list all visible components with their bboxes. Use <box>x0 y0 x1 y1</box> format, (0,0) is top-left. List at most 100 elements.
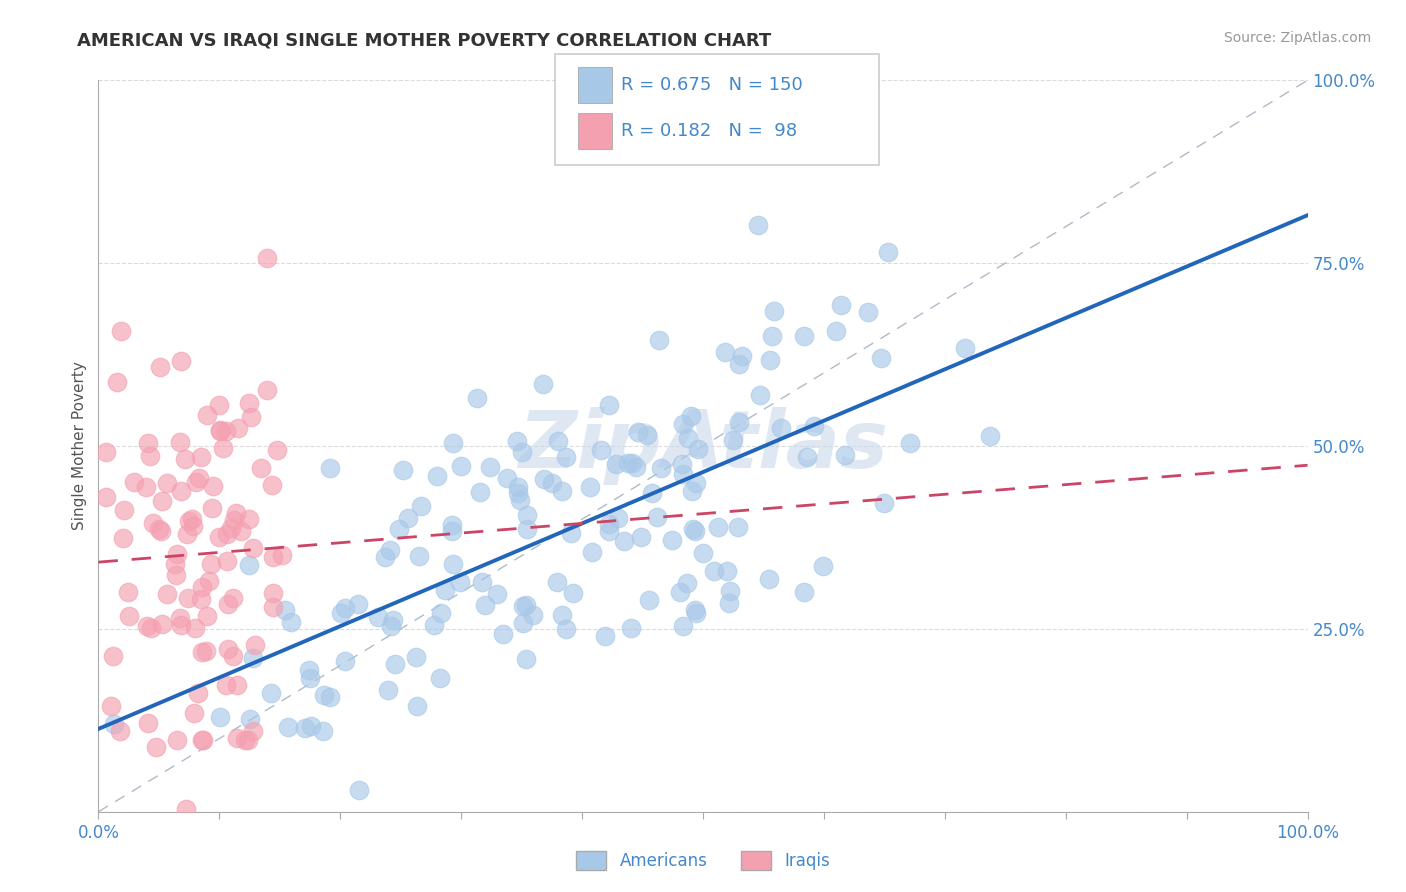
Point <box>979 429 1001 443</box>
Point <box>591 442 613 457</box>
Point <box>873 495 896 509</box>
Point <box>408 549 430 564</box>
Point <box>423 618 446 632</box>
Point <box>380 543 402 558</box>
Point <box>262 550 284 565</box>
Point <box>197 574 219 588</box>
Point <box>111 531 134 545</box>
Point <box>685 607 707 621</box>
Point <box>139 621 162 635</box>
Point <box>650 460 672 475</box>
Point <box>136 715 159 730</box>
Point <box>184 475 207 489</box>
Point <box>191 733 214 747</box>
Point <box>506 480 529 494</box>
Point <box>471 575 494 590</box>
Point <box>605 457 627 471</box>
Point <box>759 352 782 367</box>
Point <box>239 712 262 726</box>
Point <box>242 724 264 739</box>
Point <box>136 435 159 450</box>
Point <box>105 375 128 389</box>
Point <box>429 672 451 686</box>
Point <box>170 484 193 499</box>
Point <box>200 558 222 572</box>
Point <box>299 718 322 732</box>
Point <box>221 521 243 535</box>
Point <box>169 611 191 625</box>
Point <box>510 445 533 459</box>
Point <box>679 409 702 423</box>
Point <box>669 584 692 599</box>
Point <box>208 531 231 545</box>
Point <box>122 475 145 489</box>
Point <box>834 448 856 462</box>
Point <box>276 720 298 734</box>
Point <box>280 615 302 629</box>
Point <box>793 585 815 599</box>
Point <box>598 398 620 412</box>
Point <box>676 575 699 590</box>
Point <box>613 533 636 548</box>
Point <box>202 479 225 493</box>
Point <box>212 442 235 456</box>
Point <box>145 739 167 754</box>
Point <box>449 574 471 589</box>
Point <box>319 690 342 705</box>
Point <box>509 492 531 507</box>
Point <box>217 597 239 611</box>
Point <box>560 525 582 540</box>
Point <box>718 584 741 599</box>
Point <box>169 435 191 450</box>
Point <box>233 732 256 747</box>
Point <box>238 558 260 572</box>
Point <box>727 415 749 429</box>
Point <box>516 522 538 536</box>
Point <box>176 527 198 541</box>
Point <box>108 724 131 739</box>
Text: R = 0.182   N =  98: R = 0.182 N = 98 <box>621 122 797 140</box>
Point <box>581 545 603 559</box>
Point <box>468 485 491 500</box>
Point <box>148 522 170 536</box>
Point <box>486 587 509 601</box>
Point <box>174 452 197 467</box>
Point <box>811 559 834 574</box>
Point <box>717 596 740 610</box>
Point <box>465 392 488 406</box>
Point <box>429 606 451 620</box>
Point <box>620 456 643 470</box>
Point <box>562 585 585 599</box>
Point <box>256 383 278 397</box>
Point <box>266 443 288 458</box>
Text: ZipAtlas: ZipAtlas <box>517 407 889 485</box>
Point <box>598 516 620 531</box>
Point <box>228 421 250 435</box>
Point <box>546 574 568 589</box>
Point <box>333 654 356 668</box>
Point <box>512 615 534 630</box>
Point <box>165 558 187 572</box>
Point <box>793 329 815 343</box>
Y-axis label: Single Mother Poverty: Single Mother Poverty <box>72 361 87 531</box>
Point <box>551 608 574 623</box>
Point <box>377 682 399 697</box>
Point <box>94 490 117 504</box>
Point <box>474 598 496 612</box>
Point <box>346 597 368 611</box>
Point <box>554 622 576 636</box>
Point <box>191 733 214 747</box>
Point <box>195 644 218 658</box>
Point <box>747 219 769 233</box>
Point <box>117 585 139 599</box>
Point <box>707 520 730 534</box>
Point <box>242 650 264 665</box>
Point <box>496 471 519 485</box>
Point <box>641 485 664 500</box>
Point <box>152 616 174 631</box>
Point <box>177 514 200 528</box>
Point <box>541 476 564 491</box>
Point <box>135 480 157 494</box>
Point <box>149 360 172 375</box>
Point <box>716 564 738 578</box>
